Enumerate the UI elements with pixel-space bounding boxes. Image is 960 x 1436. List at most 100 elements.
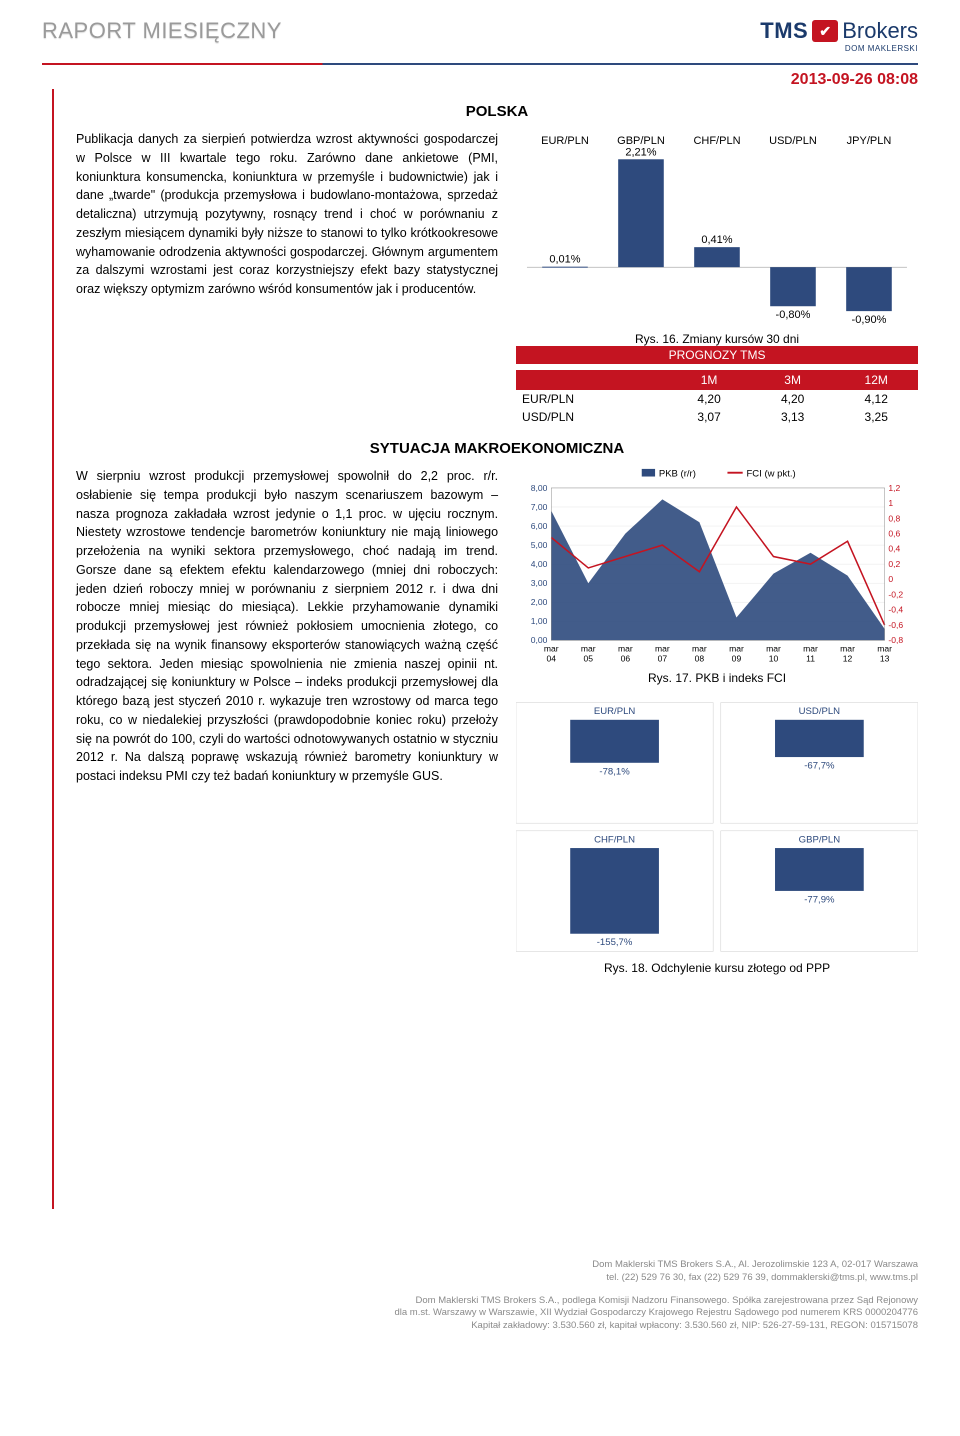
logo: TMS ✔ Brokers DOM MAKLERSKI <box>760 18 918 53</box>
svg-text:CHF/PLN: CHF/PLN <box>693 135 740 147</box>
date-line: 2013-09-26 08:08 <box>0 65 960 89</box>
svg-text:5,00: 5,00 <box>531 540 548 550</box>
forecast-body: EUR/PLN4,204,204,12USD/PLN3,073,133,25 <box>516 390 918 426</box>
chart2-caption: Rys. 17. PKB i indeks FCI <box>648 671 786 685</box>
footer-line1: Dom Maklerski TMS Brokers S.A., Al. Jero… <box>42 1259 918 1272</box>
table-row: USD/PLN3,073,133,25 <box>516 408 918 426</box>
table-cell: EUR/PLN <box>516 390 667 408</box>
svg-text:0,6: 0,6 <box>888 529 900 539</box>
svg-text:EUR/PLN: EUR/PLN <box>594 706 636 717</box>
svg-text:-0,6: -0,6 <box>888 620 903 630</box>
forecast-table-title: PROGNOZY TMS <box>516 346 918 364</box>
svg-text:EUR/PLN: EUR/PLN <box>541 135 589 147</box>
svg-text:-0,4: -0,4 <box>888 605 903 615</box>
svg-text:06: 06 <box>621 653 631 663</box>
svg-text:-155,7%: -155,7% <box>597 937 633 948</box>
svg-text:7,00: 7,00 <box>531 502 548 512</box>
svg-text:0,41%: 0,41% <box>701 234 732 246</box>
logo-badge-icon: ✔ <box>812 20 838 42</box>
svg-text:2,21%: 2,21% <box>625 146 656 158</box>
logo-tms: TMS <box>760 18 808 44</box>
svg-text:-0,90%: -0,90% <box>852 314 887 326</box>
svg-text:04: 04 <box>547 653 557 663</box>
section-title: SYTUACJA MAKROEKONOMICZNA <box>76 426 918 467</box>
forecast-col-0 <box>516 370 667 390</box>
svg-text:0: 0 <box>888 574 893 584</box>
svg-text:mar: mar <box>544 644 559 654</box>
svg-text:-0,2: -0,2 <box>888 589 903 599</box>
report-title-wrap: RAPORT MIESIĘCZNY <box>42 18 282 44</box>
svg-text:mar: mar <box>803 644 818 654</box>
svg-text:09: 09 <box>732 653 742 663</box>
svg-text:PKB (r/r): PKB (r/r) <box>659 469 696 480</box>
forecast-table-wrap: PROGNOZY TMS 1M3M12M EUR/PLN4,204,204,12… <box>516 346 918 426</box>
svg-text:13: 13 <box>880 653 890 663</box>
svg-text:mar: mar <box>692 644 707 654</box>
svg-text:mar: mar <box>766 644 781 654</box>
footer-line4: dla m.st. Warszawy w Warszawie, XII Wydz… <box>42 1307 918 1320</box>
svg-text:-77,9%: -77,9% <box>804 894 835 905</box>
svg-text:CHF/PLN: CHF/PLN <box>594 834 635 845</box>
pkb-fci-chart: 0,001,002,003,004,005,006,007,008,00-0,8… <box>516 467 918 667</box>
paragraph-2: W sierpniu wzrost produkcji przemysłowej… <box>76 467 498 786</box>
svg-text:mar: mar <box>840 644 855 654</box>
forecast-header-row: 1M3M12M <box>516 370 918 390</box>
forecast-col-1: 1M <box>667 370 751 390</box>
footer-line5: Kapitał zakładowy: 3.530.560 zł, kapitał… <box>42 1320 918 1333</box>
forecast-table: 1M3M12M EUR/PLN4,204,204,12USD/PLN3,073,… <box>516 370 918 426</box>
svg-text:USD/PLN: USD/PLN <box>769 135 817 147</box>
table-cell: 3,13 <box>751 408 835 426</box>
svg-text:USD/PLN: USD/PLN <box>799 706 841 717</box>
svg-text:8,00: 8,00 <box>531 483 548 493</box>
report-title: RAPORT MIESIĘCZNY <box>42 18 282 44</box>
svg-text:GBP/PLN: GBP/PLN <box>799 834 841 845</box>
svg-text:0,01%: 0,01% <box>549 254 580 266</box>
left-red-bar <box>52 89 54 1209</box>
svg-text:0,4: 0,4 <box>888 544 900 554</box>
header: RAPORT MIESIĘCZNY TMS ✔ Brokers DOM MAKL… <box>0 0 960 59</box>
svg-text:2,00: 2,00 <box>531 597 548 607</box>
svg-text:mar: mar <box>877 644 892 654</box>
svg-text:0,2: 0,2 <box>888 559 900 569</box>
svg-text:-78,1%: -78,1% <box>599 766 630 777</box>
ppp-deviation-chart: EUR/PLN-78,1%USD/PLN-67,7%CHF/PLN-155,7%… <box>516 697 918 957</box>
svg-text:10: 10 <box>769 653 779 663</box>
footer-line2: tel. (22) 529 76 30, fax (22) 529 76 39,… <box>42 1272 918 1285</box>
svg-text:mar: mar <box>581 644 596 654</box>
chart1-caption: Rys. 16. Zmiany kursów 30 dni <box>635 332 799 346</box>
chart3-caption: Rys. 18. Odchylenie kursu złotego od PPP <box>604 961 830 975</box>
table-cell: 4,20 <box>667 390 751 408</box>
footer-line3: Dom Maklerski TMS Brokers S.A., podlega … <box>42 1295 918 1308</box>
footer: Dom Maklerski TMS Brokers S.A., Al. Jero… <box>0 1209 960 1351</box>
svg-text:GBP/PLN: GBP/PLN <box>617 135 665 147</box>
svg-text:1,00: 1,00 <box>531 616 548 626</box>
forecast-col-3: 12M <box>834 370 918 390</box>
table-cell: 3,07 <box>667 408 751 426</box>
svg-text:3,00: 3,00 <box>531 578 548 588</box>
svg-text:08: 08 <box>695 653 705 663</box>
svg-text:mar: mar <box>729 644 744 654</box>
table-cell: 3,25 <box>834 408 918 426</box>
svg-text:1,2: 1,2 <box>888 483 900 493</box>
logo-brokers: Brokers <box>842 18 918 44</box>
svg-text:1: 1 <box>888 498 893 508</box>
svg-text:JPY/PLN: JPY/PLN <box>847 135 892 147</box>
table-row: EUR/PLN4,204,204,12 <box>516 390 918 408</box>
country-title: POLSKA <box>76 89 918 130</box>
fx-change-bar-chart: EUR/PLN 0,01% GBP/PLN2,21% CHF/PLN 0,41% USD/… <box>516 130 918 330</box>
logo-subtitle: DOM MAKLERSKI <box>845 44 918 53</box>
svg-text:4,00: 4,00 <box>531 559 548 569</box>
svg-text:07: 07 <box>658 653 668 663</box>
table-cell: USD/PLN <box>516 408 667 426</box>
svg-text:-0,80%: -0,80% <box>776 309 811 321</box>
paragraph-1: Publikacja danych za sierpień potwierdza… <box>76 130 498 299</box>
svg-text:FCI (w pkt.): FCI (w pkt.) <box>747 469 796 480</box>
svg-text:mar: mar <box>618 644 633 654</box>
table-cell: 4,20 <box>751 390 835 408</box>
svg-text:6,00: 6,00 <box>531 521 548 531</box>
report-date: 2013-09-26 08:08 <box>791 71 918 88</box>
svg-text:12: 12 <box>843 653 853 663</box>
svg-text:05: 05 <box>584 653 594 663</box>
svg-text:mar: mar <box>655 644 670 654</box>
forecast-col-2: 3M <box>751 370 835 390</box>
